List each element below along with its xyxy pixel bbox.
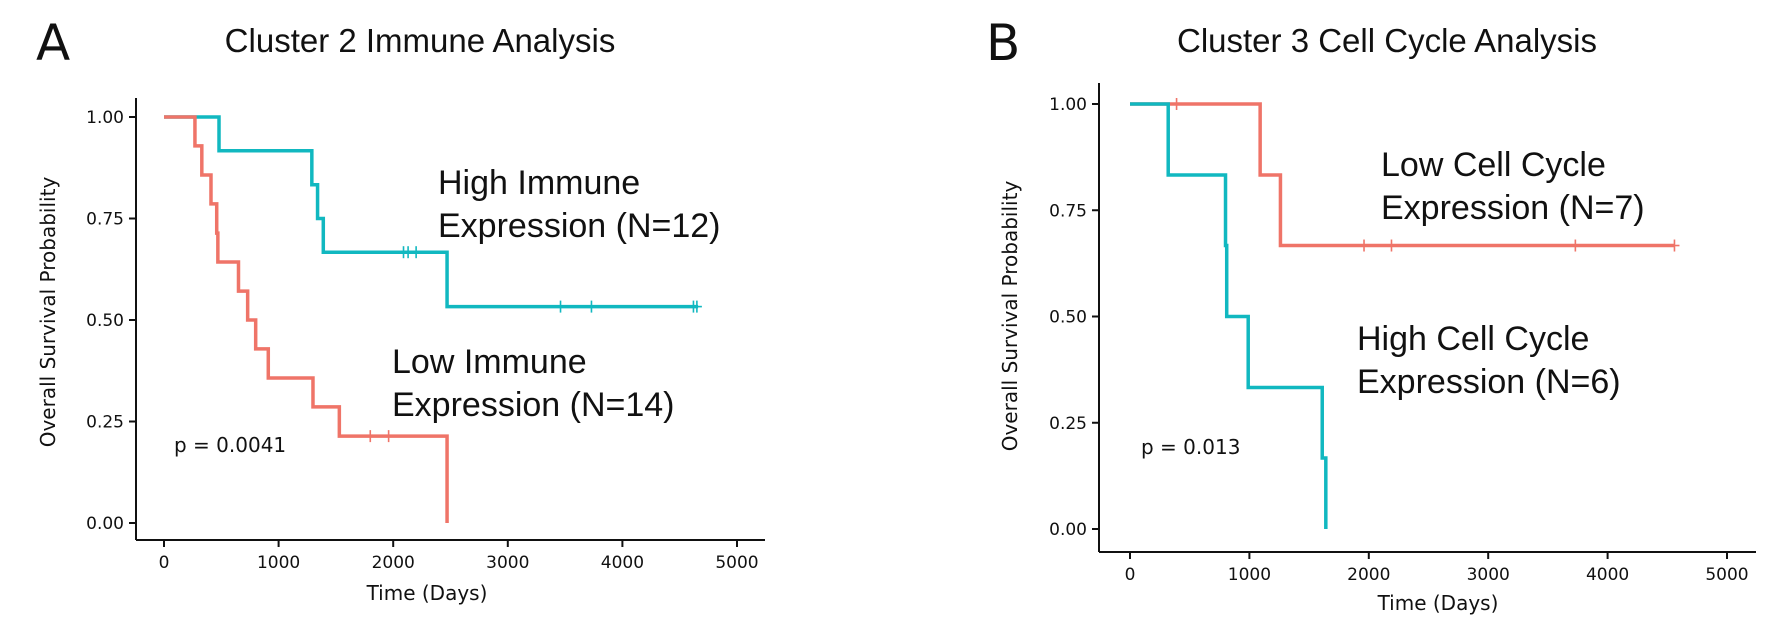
- series-label-high-cell-cycle-line2: Expression (N=6): [1357, 363, 1621, 401]
- x-tick-label: 2000: [372, 553, 415, 573]
- chart-title-b: Cluster 3 Cell Cycle Analysis: [1177, 22, 1597, 59]
- x-tick-label: 4000: [1586, 565, 1629, 585]
- x-tick-label: 4000: [601, 553, 644, 573]
- km-curve-teal: [164, 115, 699, 309]
- series-label-high-immune-line2: Expression (N=12): [438, 207, 721, 245]
- series-label-low-cell-cycle-line2: Expression (N=7): [1381, 189, 1645, 227]
- panel-b: B Cluster 3 Cell Cycle Analysis Time (Da…: [986, 14, 1756, 615]
- x-axis-label-b: Time (Days): [1377, 591, 1499, 615]
- y-tick-label: 0.50: [86, 311, 124, 331]
- x-tick-label: 1000: [257, 553, 300, 573]
- y-axis-label-b: Overall Survival Probability: [998, 181, 1022, 452]
- km-curve-teal: [1130, 102, 1328, 529]
- y-tick-label: 1.00: [1049, 95, 1087, 115]
- x-tick-label: 5000: [715, 553, 758, 573]
- plot-area-b: 0 1000 2000 3000 4000 5000 0.00 0.25 0.50 0.75 1.0…: [1049, 83, 1756, 585]
- x-tick-label: 0: [1125, 565, 1136, 585]
- y-tick-label: 0.25: [1049, 414, 1087, 434]
- y-axis-label-a: Overall Survival Probability: [36, 177, 60, 448]
- y-tick-label: 1.00: [86, 108, 124, 128]
- km-curve-salmon: [164, 115, 449, 523]
- series-label-low-immune-line1: Low Immune: [392, 343, 587, 381]
- y-tick-label: 0.00: [1049, 520, 1087, 540]
- y-tick-label: 0.75: [86, 210, 124, 230]
- chart-title-a: Cluster 2 Immune Analysis: [225, 22, 616, 59]
- y-tick-label: 0.50: [1049, 308, 1087, 328]
- x-axis-label-a: Time (Days): [366, 581, 488, 605]
- y-tick-label: 0.25: [86, 413, 124, 433]
- panel-letter-a: A: [36, 14, 70, 72]
- plot-area-a: 0 1000 2000 3000 4000 5000 0.00 0.25 0.50 0.75 1.0…: [86, 98, 765, 573]
- x-tick-label: 1000: [1228, 565, 1271, 585]
- y-tick-label: 0.00: [86, 514, 124, 534]
- p-value-a: p = 0.0041: [174, 433, 286, 457]
- panel-a: A Cluster 2 Immune Analysis Time (Days) …: [36, 14, 765, 605]
- x-tick-label: 3000: [1467, 565, 1510, 585]
- series-label-high-cell-cycle-line1: High Cell Cycle: [1357, 320, 1589, 358]
- x-tick-label: 2000: [1347, 565, 1390, 585]
- km-curve-salmon: [1130, 102, 1675, 248]
- x-tick-label: 3000: [486, 553, 529, 573]
- x-tick-label: 0: [159, 553, 170, 573]
- x-tick-label: 5000: [1705, 565, 1748, 585]
- series-label-high-immune-line1: High Immune: [438, 164, 640, 202]
- series-label-low-cell-cycle-line1: Low Cell Cycle: [1381, 146, 1606, 184]
- y-tick-label: 0.75: [1049, 201, 1087, 221]
- p-value-b: p = 0.013: [1141, 435, 1240, 459]
- series-label-low-immune-line2: Expression (N=14): [392, 386, 675, 424]
- panel-letter-b: B: [986, 14, 1020, 72]
